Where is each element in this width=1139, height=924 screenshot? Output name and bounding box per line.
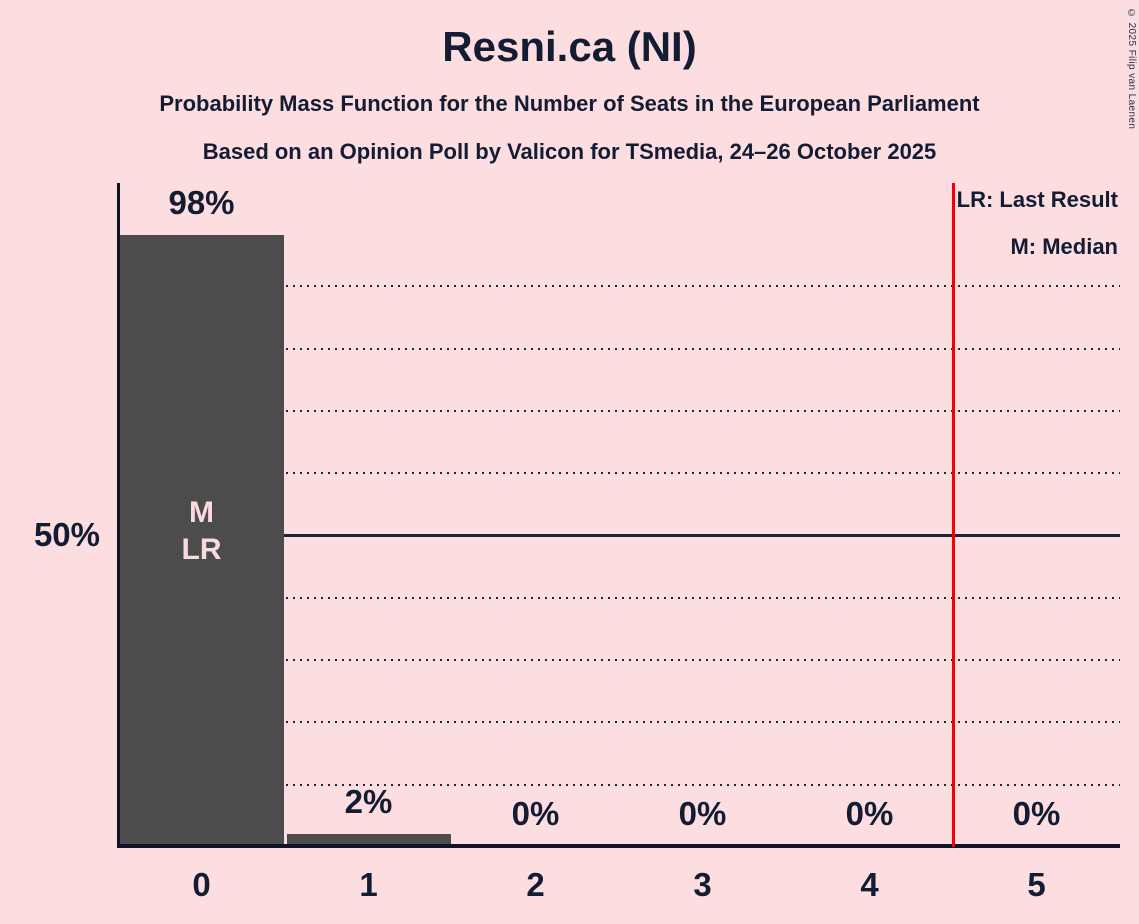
x-tick-5: 5 (1027, 866, 1046, 903)
chart-subtitle-pmf: Probability Mass Function for the Number… (159, 91, 980, 116)
x-axis-tick-labels: 0 1 2 3 4 5 (118, 866, 1120, 912)
bar-seats-1 (287, 833, 451, 846)
gridline-10pct (118, 783, 1120, 786)
annotation-m: M (189, 496, 214, 529)
legend: LR: Last Result M: Median (957, 186, 1118, 280)
gridline-20pct (118, 721, 1120, 724)
value-label-seats-2: 0% (511, 795, 560, 832)
x-axis-line (117, 844, 1120, 848)
annotation-lr: LR (181, 533, 222, 566)
gridline-40pct (118, 596, 1120, 599)
gridline-90pct (118, 285, 1120, 288)
x-tick-1: 1 (359, 866, 378, 903)
x-tick-0: 0 (192, 866, 211, 903)
plot-area: M LR 98% 2% 0% 0% 0% 0% (117, 183, 1120, 848)
value-label-seats-0: 98% (168, 184, 235, 222)
y-axis-line (117, 183, 120, 847)
value-label-seats-5: 0% (1012, 795, 1061, 832)
gridline-70pct (118, 409, 1120, 412)
value-label-seats-1: 2% (344, 782, 393, 820)
y-axis-50pct-label: 50% (33, 516, 100, 553)
legend-last-result-entry: LR: Last Result (956, 187, 1118, 212)
gridline-60pct (118, 472, 1120, 475)
chart-title: Resni.ca (NI) (442, 23, 697, 70)
legend-median-entry: M: Median (1010, 234, 1118, 259)
value-label-seats-4: 0% (845, 795, 894, 832)
gridline-80pct (118, 347, 1120, 350)
value-label-seats-3: 0% (678, 795, 727, 832)
median-last-result-annotation: M LR (182, 494, 222, 568)
x-tick-4: 4 (860, 866, 879, 903)
gridline-30pct (118, 659, 1120, 662)
last-result-line (951, 183, 955, 847)
copyright-notice: © 2025 Filip van Laenen (1126, 8, 1137, 130)
x-tick-3: 3 (693, 866, 712, 903)
gridline-50pct (118, 533, 1120, 537)
bar-seats-0 (120, 235, 284, 846)
x-tick-2: 2 (526, 866, 545, 903)
chart-subtitle-poll-source: Based on an Opinion Poll by Valicon for … (202, 139, 937, 164)
